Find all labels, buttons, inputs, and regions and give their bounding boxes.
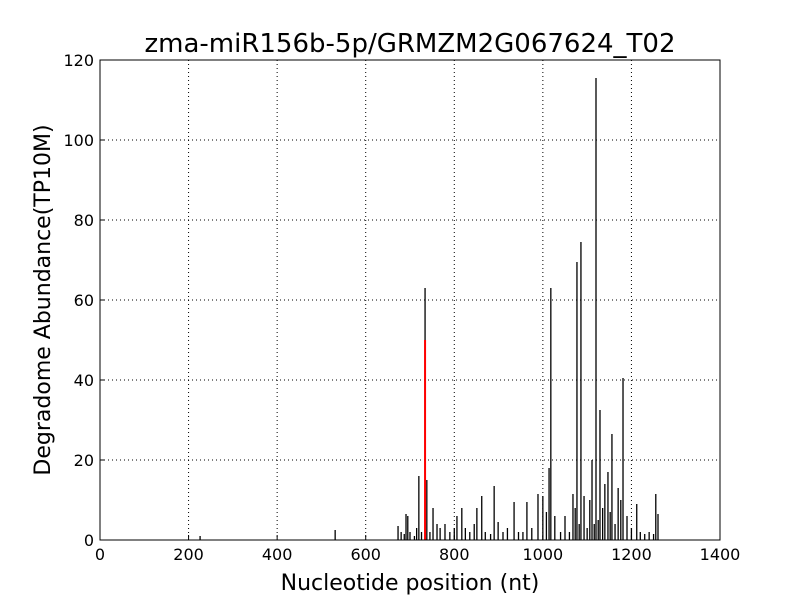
chart-title: zma-miR156b-5p/GRMZM2G067624_T02: [144, 29, 675, 59]
y-tick-label: 60: [74, 291, 94, 310]
x-tick-label: 400: [262, 545, 293, 564]
y-tick-label: 80: [74, 211, 94, 230]
x-axis-label: Nucleotide position (nt): [281, 571, 540, 596]
y-tick-label: 20: [74, 451, 94, 470]
x-tick-label: 200: [173, 545, 204, 564]
y-tick-label: 40: [74, 371, 94, 390]
x-tick-label: 600: [350, 545, 381, 564]
y-tick-label: 120: [63, 51, 94, 70]
y-tick-label: 100: [63, 131, 94, 150]
x-tick-label: 1200: [611, 545, 652, 564]
y-axis-label: Degradome Abundance(TP10M): [31, 124, 56, 475]
x-tick-label: 800: [439, 545, 470, 564]
plot-frame: [99, 59, 721, 541]
x-tick-label: 0: [95, 545, 105, 564]
x-tick-label: 1000: [522, 545, 563, 564]
x-tick-label: 1400: [700, 545, 741, 564]
y-tick-label: 0: [84, 531, 94, 550]
